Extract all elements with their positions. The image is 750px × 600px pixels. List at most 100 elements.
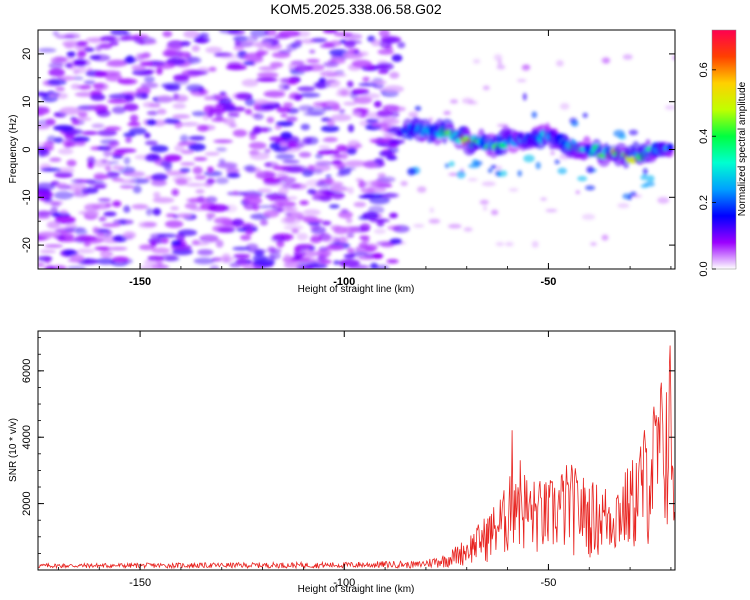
spectrogram-cell xyxy=(203,170,223,177)
spectrogram-cell xyxy=(385,156,398,161)
spectrogram-cell xyxy=(331,104,341,111)
spectrogram-cell xyxy=(340,208,349,214)
spectrogram-cell xyxy=(331,191,345,200)
spectrogram-cell xyxy=(383,85,404,93)
spectrogram-cell xyxy=(123,156,131,165)
spectrogram-cell xyxy=(317,149,340,155)
spectrogram-cell xyxy=(54,191,74,200)
spectrogram-cell xyxy=(531,240,539,248)
spectrogram-cell xyxy=(299,92,321,98)
spectrogram-cell xyxy=(132,185,142,194)
spectrogram-cell xyxy=(258,66,278,71)
spectrogram-cell xyxy=(259,103,282,109)
spectrogram-cell xyxy=(225,64,247,71)
spectrogram-cell xyxy=(53,124,74,132)
spectrogram-cell xyxy=(582,112,588,118)
spectrogram-cell xyxy=(45,118,56,126)
colorbar-ticks: 0.0 0.2 0.4 0.6 xyxy=(698,62,716,277)
spectrogram-cell xyxy=(46,265,56,269)
spectrogram-cell xyxy=(150,179,167,187)
spectrogram-cell xyxy=(346,147,357,155)
spectrogram-cell xyxy=(358,256,376,260)
spectrogram-cell xyxy=(487,168,493,174)
spectrogram-cell xyxy=(232,246,251,251)
spectrogram-cell xyxy=(117,78,138,85)
spectrogram-cell xyxy=(351,112,362,116)
spectrogram-cell xyxy=(131,204,149,210)
spectrogram-cell xyxy=(657,196,670,204)
spectrogram-cell xyxy=(255,77,278,82)
spectrogram-cell xyxy=(448,161,455,167)
spectrogram-cell xyxy=(173,74,190,81)
spectrogram-cell xyxy=(138,40,146,45)
spectrogram-cell xyxy=(386,139,405,145)
spectrogram-cell xyxy=(161,237,170,244)
spectrogram-cell xyxy=(112,165,124,171)
spectrogram-cell xyxy=(282,159,300,164)
spectrogram-cell xyxy=(97,198,111,202)
spectrogram-cell xyxy=(296,265,314,269)
spectrogram-cell xyxy=(59,209,69,215)
spectrogram-cell xyxy=(640,184,649,188)
spectrogram-cell xyxy=(140,82,159,89)
spectrogram-cell xyxy=(91,123,105,129)
spectrogram-cell xyxy=(66,141,76,148)
spectrogram-cell xyxy=(336,172,346,177)
spectrogram-cell xyxy=(123,171,146,178)
spectrogram-cell xyxy=(298,151,312,158)
spectrogram-cell xyxy=(252,126,262,135)
spectrogram-cell xyxy=(303,209,321,216)
spectrogram-cell xyxy=(255,50,266,57)
spectrogram-cell xyxy=(376,176,396,183)
spectrogram-cell xyxy=(320,125,340,133)
spectrogram-cell xyxy=(216,162,238,169)
spectrogram-cell xyxy=(194,175,207,180)
spectrogram-cell xyxy=(309,49,316,54)
spectrogram-cell xyxy=(365,118,379,124)
spectrogram-cell xyxy=(72,58,91,67)
snr-y-tick-label: 2000 xyxy=(21,491,33,515)
spectrogram-cell xyxy=(180,149,195,155)
spectrogram-cell xyxy=(236,257,248,266)
spectrogram-cell xyxy=(232,92,250,100)
spectrogram-cell xyxy=(172,103,186,109)
spectrogram-cell xyxy=(85,210,100,217)
spectrogram-cell xyxy=(332,159,342,165)
spectrogram-cell xyxy=(276,146,292,151)
spectrogram-cell xyxy=(101,159,108,164)
spectrogram-cell xyxy=(642,168,648,176)
spectrogram-cell xyxy=(38,107,50,115)
spectrogram-cell xyxy=(96,232,105,238)
spectrogram-cell xyxy=(38,146,48,155)
spectrogram-cell xyxy=(83,80,96,85)
spectrogram-cell xyxy=(505,241,514,247)
spectrogram-cell xyxy=(368,205,385,215)
spectrogram-cell xyxy=(46,221,61,229)
spectrogram-cell xyxy=(585,185,596,191)
spectrogram-cell xyxy=(188,197,210,204)
spectrogram-cell xyxy=(89,55,101,60)
spectrogram-cell xyxy=(275,106,287,113)
spectrogram-cell xyxy=(629,191,637,197)
spectrogram-cell xyxy=(186,84,204,92)
spectrogram-cell xyxy=(242,196,263,205)
spectrogram-cell xyxy=(323,41,334,48)
spectrogram-cell xyxy=(38,47,57,53)
spectrogram-cell xyxy=(171,188,179,196)
spectrogram-cell xyxy=(191,241,210,246)
spectrogram-cell xyxy=(142,40,158,45)
spectrogram-cell xyxy=(389,106,406,112)
spectrogram-cell xyxy=(105,202,112,208)
spectrogram-cell xyxy=(322,30,338,34)
spectrogram-cell xyxy=(97,129,118,137)
spectrogram-cell xyxy=(38,124,50,130)
spectrogram-cell xyxy=(157,95,173,103)
spectrogram-cell xyxy=(172,114,191,119)
spectrogram-cell xyxy=(329,204,340,209)
spectrogram-x-label: Height of straight line (km) xyxy=(298,284,415,295)
spectrogram-cell xyxy=(123,56,137,64)
spectrogram-cell xyxy=(73,68,80,75)
spectrogram-cell xyxy=(170,206,180,211)
spectrogram-cell xyxy=(77,85,92,90)
spectrogram-cell xyxy=(318,145,331,150)
